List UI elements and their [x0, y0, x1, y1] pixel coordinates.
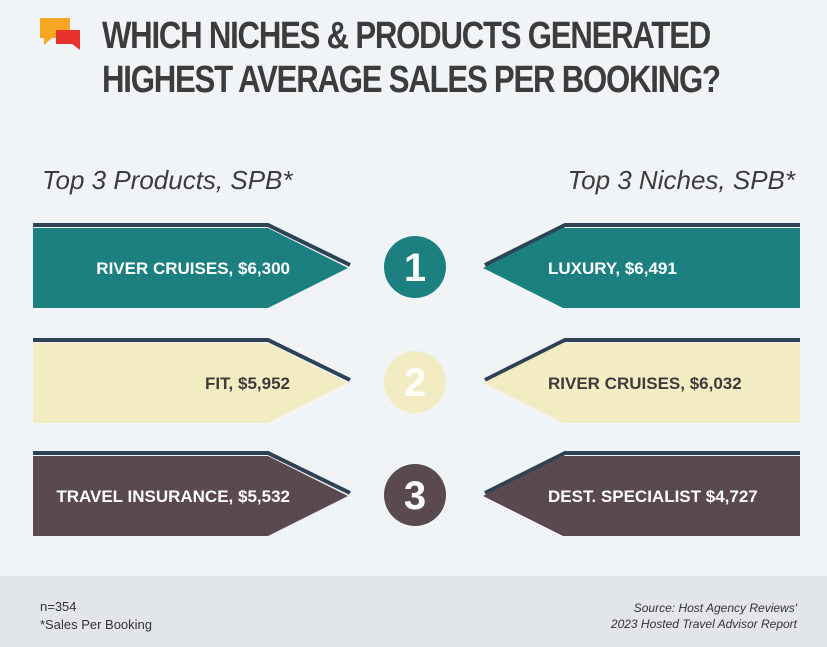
niches-heading: Top 3 Niches, SPB*: [567, 165, 795, 195]
title-line-1: WHICH NICHES & PRODUCTS GENERATED: [102, 15, 711, 57]
rank-number: 3: [404, 474, 426, 518]
rank-circle: [384, 464, 446, 526]
niche-arrow: [483, 228, 800, 308]
niche-arrow-edge: [484, 223, 800, 267]
source-line-2: 2023 Hosted Travel Advisor Report: [610, 617, 797, 631]
niche-arrow-edge: [484, 338, 800, 382]
source-line-1: Source: Host Agency Reviews': [633, 601, 797, 615]
footnote: *Sales Per Booking: [40, 617, 153, 632]
sample-size: n=354: [40, 599, 77, 614]
niche-label: LUXURY, $6,491: [548, 259, 677, 278]
chat-bubbles-icon: [40, 18, 80, 50]
products-heading: Top 3 Products, SPB*: [42, 165, 293, 195]
product-arrow-edge: [33, 223, 351, 267]
product-arrow: [33, 343, 348, 423]
niche-arrow-edge: [484, 451, 800, 495]
niche-arrow: [483, 343, 800, 423]
niche-label: DEST. SPECIALIST $4,727: [548, 487, 758, 506]
source-note: Source: Host Agency Reviews' 2023 Hosted…: [611, 600, 797, 632]
product-label: FIT, $5,952: [205, 374, 290, 393]
footer: n=354 *Sales Per Booking Source: Host Ag…: [0, 576, 827, 647]
niche-arrow: [483, 456, 800, 536]
product-arrow: [33, 228, 348, 308]
title-line-2: HIGHEST AVERAGE SALES PER BOOKING?: [102, 59, 721, 101]
rank-number: 2: [404, 361, 426, 405]
product-label: TRAVEL INSURANCE, $5,532: [56, 487, 290, 506]
ranking-chart: RIVER CRUISES, $6,300 LUXURY, $6,491 1 FIT,…: [33, 223, 800, 536]
rank-circle: [384, 351, 446, 413]
niche-label: RIVER CRUISES, $6,032: [548, 374, 742, 393]
product-arrow: [33, 456, 348, 536]
page-title: WHICH NICHES & PRODUCTS GENERATED HIGHES…: [102, 14, 721, 102]
product-arrow-edge: [33, 338, 351, 382]
rank-number: 1: [404, 246, 426, 290]
product-label: RIVER CRUISES, $6,300: [96, 259, 290, 278]
footer-notes: n=354 *Sales Per Booking: [40, 598, 152, 634]
rank-circle: [384, 236, 446, 298]
product-arrow-edge: [33, 451, 351, 495]
